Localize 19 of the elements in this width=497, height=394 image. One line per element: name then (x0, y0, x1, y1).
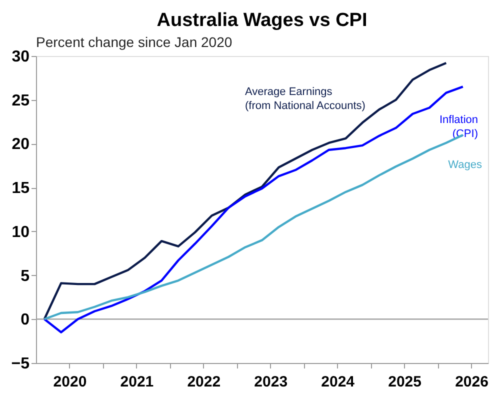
y-tick-label: 5 (20, 268, 30, 285)
x-tick-label: 2020 (53, 374, 87, 390)
y-tick-label: −5 (11, 356, 30, 372)
y-tick-label: 0 (20, 312, 30, 329)
y-tick-label: 30 (12, 48, 30, 66)
y-tick-label: 10 (12, 224, 30, 241)
series-label: Average Earnings (from National Accounts) (245, 86, 366, 112)
chart-title: Australia Wages vs CPI (156, 10, 368, 31)
x-tick-label: 2022 (187, 374, 221, 390)
chart-subtitle: Percent change since Jan 2020 (36, 34, 232, 50)
x-tick-label: 2023 (254, 374, 288, 390)
y-tick-label: 15 (12, 180, 30, 198)
x-tick-label: 2024 (321, 374, 356, 390)
x-tick-label: 2025 (388, 374, 422, 390)
x-tick-label: 2026 (455, 374, 488, 390)
x-tick-label: 2021 (120, 374, 154, 390)
series-label: Wages (448, 159, 482, 171)
y-tick-label: 20 (12, 136, 30, 154)
y-tick-label: 25 (12, 92, 30, 110)
